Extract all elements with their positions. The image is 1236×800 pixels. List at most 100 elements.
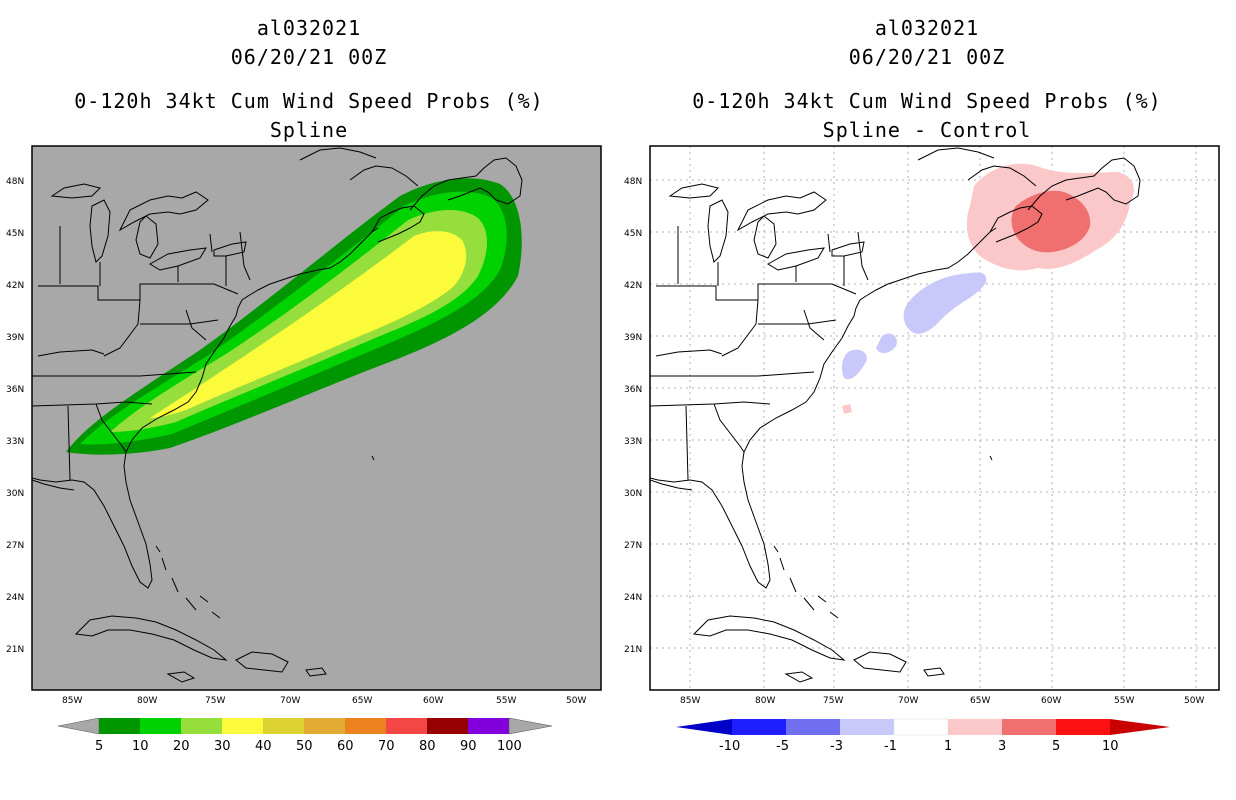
lon-label: 50W: [1184, 696, 1204, 706]
colorbar-swatch: [1002, 719, 1056, 735]
colorbar-label: -10: [719, 739, 740, 754]
lat-label: 30N: [624, 489, 642, 499]
colorbar-swatch: [468, 718, 509, 734]
colorbar-swatch: [840, 719, 894, 735]
colorbar-swatch: [786, 719, 840, 735]
lat-label: 21N: [6, 645, 24, 655]
colorbar-label: -5: [776, 739, 789, 754]
colorbar-high-arrow: [508, 717, 553, 735]
negative-1-3-area: [876, 333, 897, 354]
map-background: [650, 146, 1219, 690]
colorbar-swatch: [99, 718, 140, 734]
colorbar-swatch: [222, 718, 263, 734]
colorbar-swatch: [263, 718, 304, 734]
lat-label: 24N: [624, 593, 642, 603]
lon-label: 80W: [755, 696, 775, 706]
lat-label: 45N: [6, 229, 24, 239]
prob-30-contour: [150, 231, 467, 418]
lat-label: 48N: [6, 177, 24, 187]
colorbar-label: 40: [255, 739, 272, 754]
difference-map: 48N 45N 42N 39N 36N 33N 30N 27N 24N 21N …: [624, 145, 1220, 754]
negative-1-3-area: [841, 349, 867, 380]
colorbar-label: 5: [1052, 739, 1060, 754]
lon-label: 85W: [62, 696, 82, 706]
product-title: 0-120h 34kt Cum Wind Speed Probs (%): [74, 89, 544, 113]
datetime-title: 06/20/21 00Z: [848, 45, 1006, 69]
positive-1-3-area: [842, 404, 852, 414]
lat-label: 36N: [6, 385, 24, 395]
spline-map: 48N 45N 42N 39N 36N 33N 30N 27N 24N 21N …: [6, 145, 602, 754]
colorbar-swatch: [386, 718, 427, 734]
colorbar-label: 10: [132, 739, 149, 754]
lat-label: 30N: [6, 489, 24, 499]
lon-label: 70W: [280, 696, 300, 706]
colorbar-label: 30: [214, 739, 231, 754]
colorbar-swatch: [427, 718, 468, 734]
lon-label: 60W: [1041, 696, 1061, 706]
lat-label: 33N: [624, 437, 642, 447]
lat-label: 45N: [624, 229, 642, 239]
colorbar-low-arrow: [57, 717, 100, 735]
right-panel: al032021 06/20/21 00Z 0-120h 34kt Cum Wi…: [618, 0, 1236, 800]
colorbar-swatch: [893, 718, 949, 736]
lat-labels: 48N 45N 42N 39N 36N 33N 30N 27N 24N 21N: [6, 177, 24, 655]
lon-label: 55W: [496, 696, 516, 706]
lat-label: 39N: [624, 333, 642, 343]
lon-label: 65W: [352, 696, 372, 706]
probability-swath: [66, 178, 522, 455]
lon-label: 80W: [137, 696, 157, 706]
colorbar-label: 20: [173, 739, 190, 754]
lat-label: 33N: [6, 437, 24, 447]
lon-label: 70W: [898, 696, 918, 706]
colorbar-swatch: [181, 718, 222, 734]
map-frame: [31, 145, 602, 691]
lon-label: 65W: [970, 696, 990, 706]
storm-id-title: al032021: [874, 16, 980, 40]
colorbar-high-arrow: [1110, 719, 1170, 735]
colorbar-label: 10: [1102, 739, 1119, 754]
lat-label: 36N: [624, 385, 642, 395]
lon-labels: 85W 80W 75W 70W 65W 60W 55W 50W: [680, 696, 1204, 706]
colorbar-swatch: [140, 718, 181, 734]
lat-label: 27N: [624, 541, 642, 551]
colorbar-swatch: [1056, 719, 1110, 735]
lon-label: 55W: [1114, 696, 1134, 706]
lat-label: 21N: [624, 645, 642, 655]
lat-lon-grid: [650, 146, 1219, 690]
colorbar-label: 70: [378, 739, 395, 754]
lon-label: 60W: [423, 696, 443, 706]
lon-label: 85W: [680, 696, 700, 706]
lat-labels: 48N 45N 42N 39N 36N 33N 30N 27N 24N 21N: [624, 177, 642, 655]
colorbar-label: 100: [497, 739, 522, 754]
colorbar-swatch: [948, 719, 1002, 735]
colorbar-label: 3: [998, 739, 1006, 754]
colorbar-label: 50: [296, 739, 313, 754]
storm-id-title: al032021: [256, 16, 362, 40]
lon-label: 75W: [823, 696, 843, 706]
colorbar-low-arrow: [676, 719, 732, 735]
colorbar-swatch: [304, 718, 345, 734]
lat-label: 42N: [624, 281, 642, 291]
lat-label: 27N: [6, 541, 24, 551]
colorbar-swatch: [345, 718, 386, 734]
subtitle: Spline: [269, 118, 349, 142]
lat-label: 42N: [6, 281, 24, 291]
datetime-title: 06/20/21 00Z: [230, 45, 388, 69]
lon-label: 50W: [566, 696, 586, 706]
lat-label: 48N: [624, 177, 642, 187]
left-panel: al032021 06/20/21 00Z 0-120h 34kt Cum Wi…: [6, 16, 602, 754]
map-frame: [649, 145, 1220, 691]
colorbar-label: 80: [419, 739, 436, 754]
negative-1-3-area: [903, 272, 987, 334]
lon-labels: 85W 80W 75W 70W 65W 60W 55W 50W: [62, 696, 586, 706]
product-title: 0-120h 34kt Cum Wind Speed Probs (%): [692, 89, 1162, 113]
lon-label: 75W: [205, 696, 225, 706]
colorbar-swatch: [732, 719, 786, 735]
colorbar-label: 60: [337, 739, 354, 754]
colorbar-label: -1: [884, 739, 897, 754]
colorbar-label: 1: [944, 739, 952, 754]
colorbar-label: 90: [460, 739, 477, 754]
lat-label: 24N: [6, 593, 24, 603]
subtitle: Spline - Control: [822, 118, 1032, 142]
colorbar-label: 5: [95, 739, 103, 754]
